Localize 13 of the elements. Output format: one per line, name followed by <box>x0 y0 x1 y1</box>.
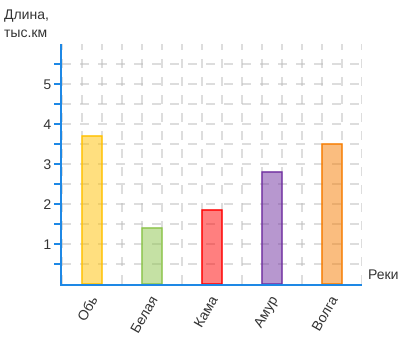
y-axis-title: Длина, тыс.км <box>4 6 49 40</box>
x-tick-label: Обь <box>74 292 101 324</box>
y-tick-label: 1 <box>43 236 52 252</box>
bar <box>261 171 283 284</box>
y-tick-label: 4 <box>43 116 52 132</box>
y-tick-label: 3 <box>43 156 52 172</box>
bar <box>81 135 103 284</box>
y-tick-label: 2 <box>43 196 52 212</box>
bar <box>201 209 223 284</box>
bar <box>141 227 163 284</box>
x-axis-title: Реки <box>368 266 398 282</box>
bar <box>321 143 343 284</box>
y-tick-label: 5 <box>43 76 52 92</box>
